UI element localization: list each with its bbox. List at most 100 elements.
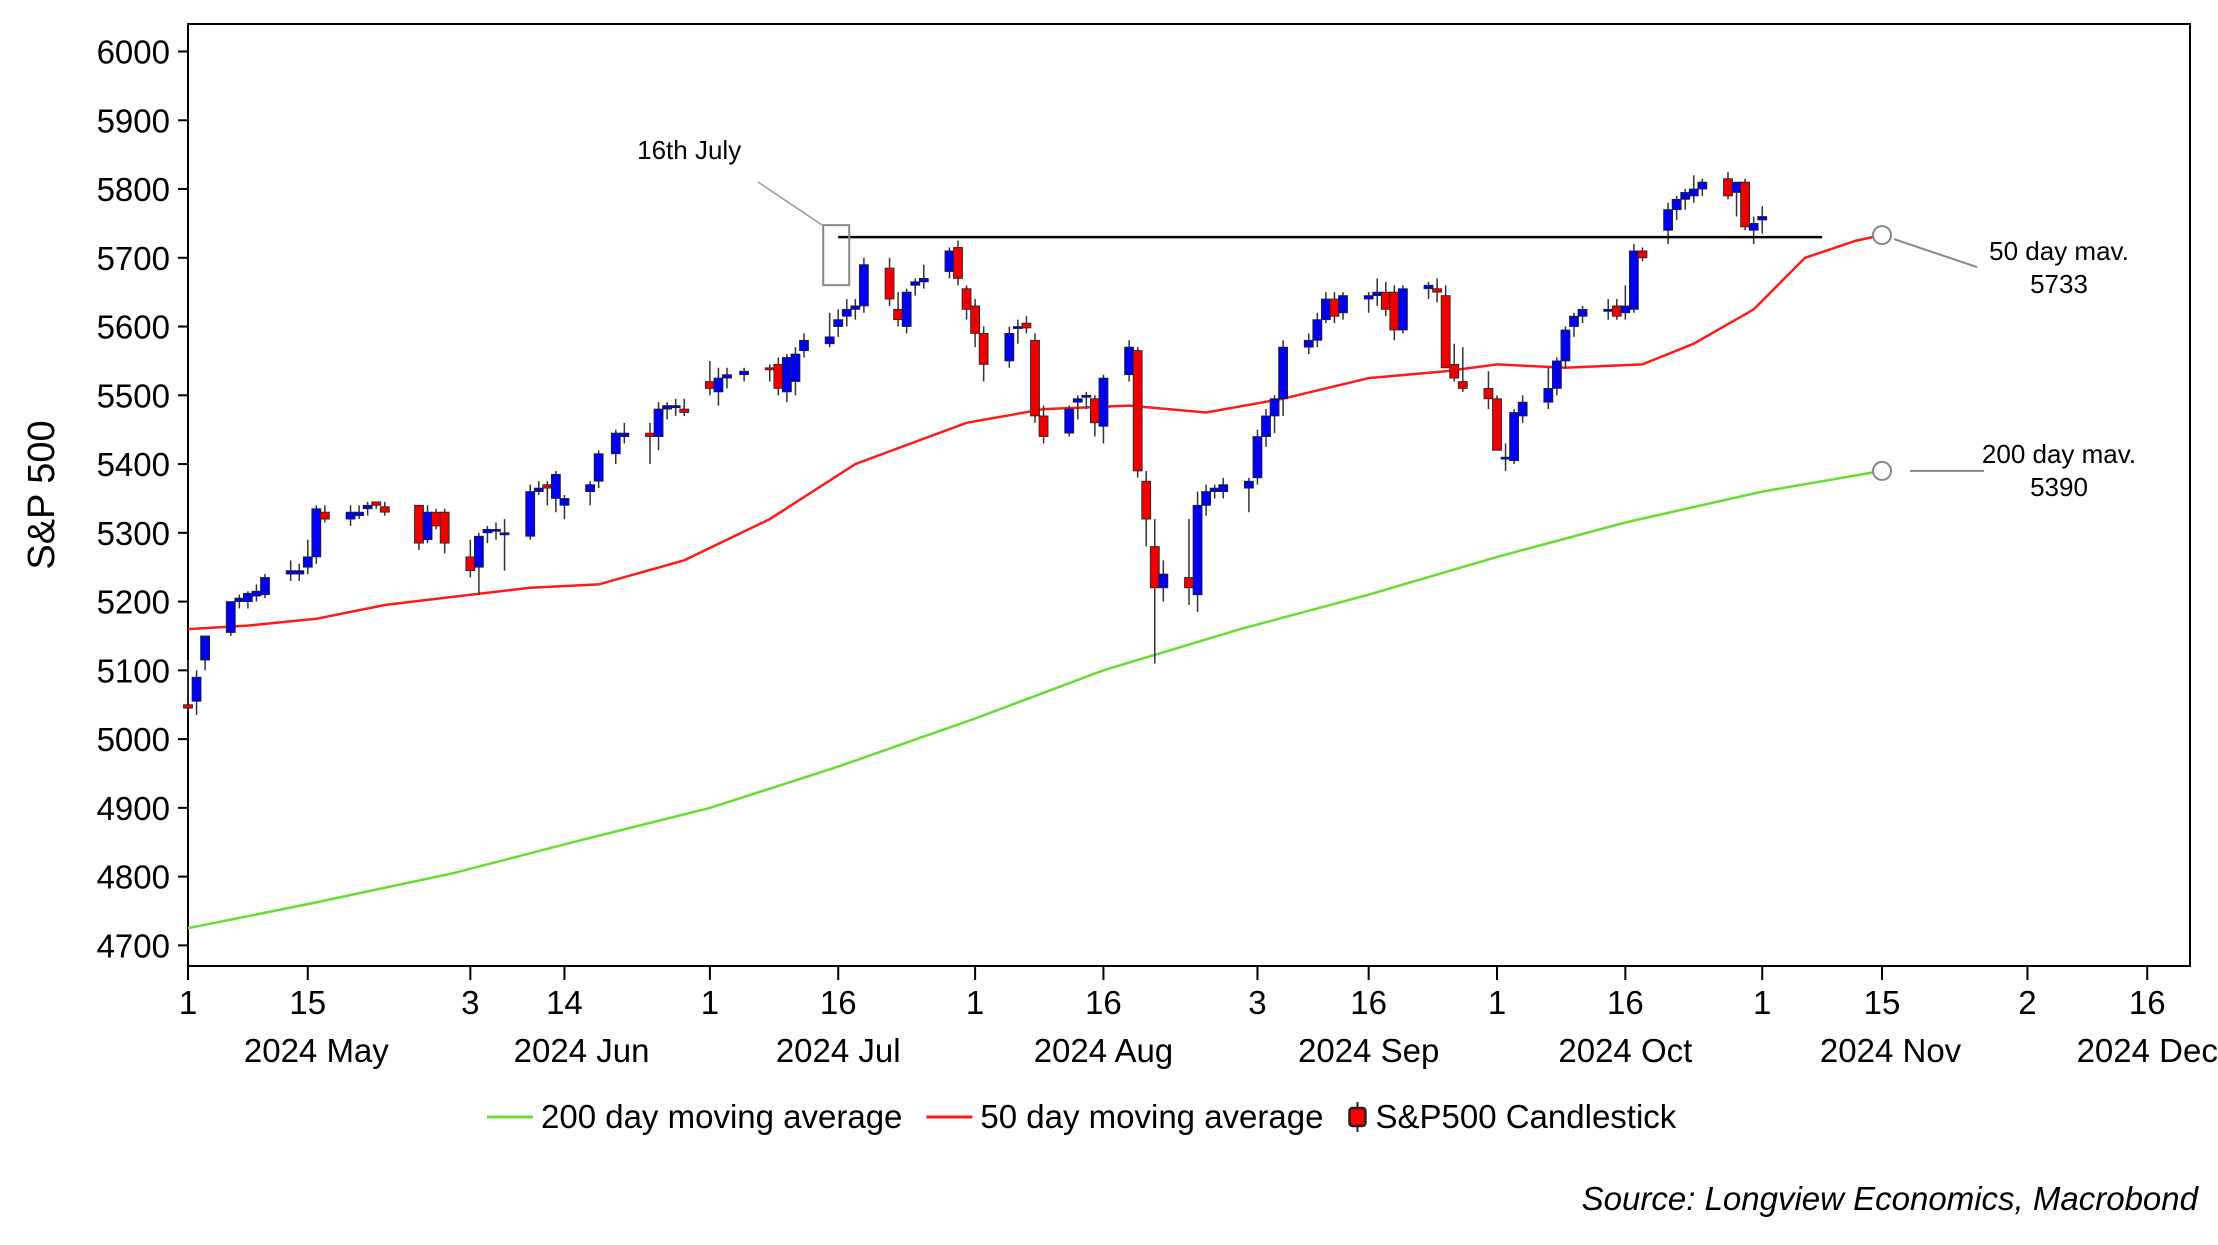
candle-body xyxy=(858,264,869,307)
y-tick-label: 5600 xyxy=(97,309,170,346)
candle-body xyxy=(191,676,202,702)
candle xyxy=(371,501,382,509)
candle-body xyxy=(285,570,296,575)
x-month-label: 2024 Nov xyxy=(1820,1032,1962,1069)
candle-body xyxy=(1509,412,1520,462)
candle-body xyxy=(781,357,792,393)
candle-body xyxy=(653,408,664,437)
legend-label: S&P500 Candlestick xyxy=(1375,1098,1676,1135)
candle xyxy=(559,495,570,520)
plot-area: 16th July 50 day mav.5733 200 day mav.5390 xyxy=(183,23,2191,967)
candle-body xyxy=(585,484,596,492)
y-tick-label: 4700 xyxy=(97,927,170,964)
candle-body xyxy=(482,528,493,534)
candle xyxy=(850,299,861,320)
x-tick-label: 16 xyxy=(1607,984,1644,1021)
candle-body xyxy=(1740,181,1751,228)
y-tick-label: 5000 xyxy=(97,721,170,758)
candle-body xyxy=(1389,291,1400,331)
candle xyxy=(414,504,424,551)
candle-body xyxy=(1278,346,1289,400)
candle-body xyxy=(319,511,330,520)
candle-body xyxy=(1637,250,1648,259)
candle-body xyxy=(1551,360,1562,389)
candle-body xyxy=(1184,577,1194,589)
candle xyxy=(1423,281,1434,300)
y-tick-label: 5700 xyxy=(97,240,170,277)
candle xyxy=(1303,333,1314,355)
plot-frame xyxy=(187,23,2191,967)
candle-body xyxy=(550,473,561,499)
candle-body xyxy=(379,506,390,513)
candle-body xyxy=(1132,350,1143,472)
x-tick-label: 16 xyxy=(820,984,857,1021)
candle xyxy=(841,299,852,327)
candle-body xyxy=(1252,436,1263,479)
candle-body xyxy=(1620,305,1631,314)
candle-body xyxy=(431,511,442,527)
candle xyxy=(884,257,895,306)
candle xyxy=(1440,285,1451,369)
candle xyxy=(525,484,536,540)
candle xyxy=(1492,395,1502,451)
y-tick-label: 4800 xyxy=(97,859,170,896)
candle xyxy=(550,470,561,513)
candle-body xyxy=(970,305,981,334)
candle-body xyxy=(1723,178,1733,197)
ma50-value: 5733 xyxy=(2030,269,2088,299)
candle xyxy=(1551,357,1562,396)
candle xyxy=(302,539,313,575)
candle xyxy=(1517,395,1528,423)
candle-body xyxy=(183,704,193,709)
candle xyxy=(670,398,681,416)
candle xyxy=(910,278,921,296)
candle-body xyxy=(362,504,373,510)
candle-body xyxy=(1312,319,1323,341)
candle-body xyxy=(1192,504,1203,596)
candle-body xyxy=(1628,250,1639,310)
candle-body xyxy=(422,511,433,541)
candle-body xyxy=(1671,198,1682,211)
candle-body xyxy=(764,367,775,371)
candle xyxy=(961,285,972,320)
candle-body xyxy=(1748,223,1759,231)
candle-body xyxy=(533,487,544,492)
candle-body xyxy=(1397,288,1408,331)
candle xyxy=(679,398,690,416)
candlestick-series xyxy=(183,171,1768,716)
candle-body xyxy=(1081,394,1092,398)
candle-body xyxy=(841,308,852,317)
candle xyxy=(1278,340,1289,416)
candle-body xyxy=(1004,333,1015,362)
candle xyxy=(1740,178,1751,231)
candle xyxy=(1243,477,1254,513)
candle xyxy=(491,522,501,540)
y-tick-label: 5400 xyxy=(97,446,170,483)
legend-item: 200 day moving average xyxy=(487,1098,902,1135)
legend-swatch-candle xyxy=(1348,1106,1367,1128)
candle-body xyxy=(1457,381,1468,389)
candle-body xyxy=(234,597,245,602)
candle-body xyxy=(918,278,929,283)
candle-body xyxy=(414,504,424,544)
ma200-label: 200 day mav. xyxy=(1982,439,2136,469)
candle xyxy=(790,347,801,396)
candle-body xyxy=(944,250,955,272)
candle-body xyxy=(610,432,621,455)
candle-body xyxy=(1380,291,1391,310)
candle-body xyxy=(1030,339,1040,417)
candle xyxy=(362,501,373,516)
x-month-label: 2024 Oct xyxy=(1558,1032,1692,1069)
candle-body xyxy=(559,498,570,506)
candle-body xyxy=(619,432,630,437)
candle-body xyxy=(1201,491,1212,506)
candle-body xyxy=(1560,329,1571,362)
candle xyxy=(1697,178,1708,196)
ma50-series xyxy=(187,233,1883,631)
candle xyxy=(1021,316,1032,334)
candle xyxy=(1671,195,1682,220)
x-tick-label: 2 xyxy=(2018,984,2036,1021)
y-axis-label: S&P 500 xyxy=(21,420,63,569)
legend-label: 200 day moving average xyxy=(541,1098,902,1135)
candle xyxy=(1158,560,1169,602)
